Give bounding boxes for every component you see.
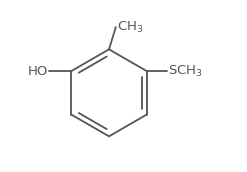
Text: SCH$_3$: SCH$_3$ — [168, 63, 203, 79]
Text: CH$_3$: CH$_3$ — [117, 20, 143, 35]
Text: HO: HO — [28, 64, 48, 78]
